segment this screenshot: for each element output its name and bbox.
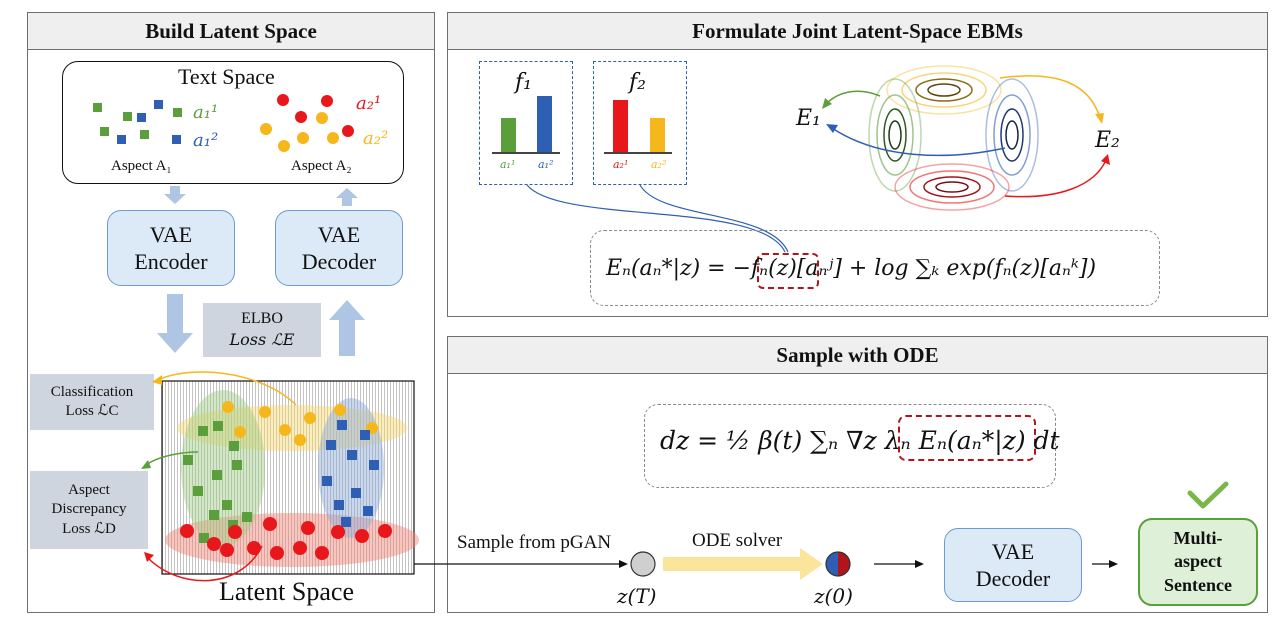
final-vae-decoder-box: VAE Decoder <box>944 528 1082 602</box>
blue-contours <box>985 78 1039 192</box>
sample-from-label: Sample from pGAN <box>457 532 612 553</box>
panel-title: Formulate Joint Latent-Space EBMs <box>448 13 1267 50</box>
zT-label: z(T) <box>617 584 657 608</box>
label-a11: a₁¹ <box>193 102 219 123</box>
vae-encoder-line2: Encoder <box>134 249 208 274</box>
f2-axis <box>604 152 672 154</box>
final-decoder-line1: VAE <box>991 538 1035 564</box>
classification-line2: Loss ℒC <box>65 403 119 419</box>
arrow-up-to-decoder <box>329 300 365 356</box>
en-highlight <box>898 415 1036 461</box>
energy-e1-label: E₁ <box>796 106 821 131</box>
aspect-line2: Discrepancy <box>51 501 127 518</box>
energy-equation: Eₙ(aₙ*|z) = −fₙ(z)[aₙʲ] + log ∑ₖ exp(fₙ(… <box>606 256 1097 281</box>
f1-bar-label-1: a₁¹ <box>500 158 516 171</box>
panel-title: Sample with ODE <box>448 337 1267 374</box>
text-space-title: Text Space <box>178 64 275 89</box>
energy-equation-box <box>590 230 1160 306</box>
classification-line1: Classification <box>50 383 134 400</box>
zT-node <box>630 551 656 577</box>
ode-solver-label: ODE solver <box>692 530 783 551</box>
ode-solver-arrow <box>663 548 823 580</box>
elbo-line1: ELBO <box>241 310 283 328</box>
red-contours <box>894 163 1010 211</box>
ode-equation-box <box>644 404 1056 488</box>
aspect1-blue-points <box>117 100 181 144</box>
aspect-line3: Loss ℒD <box>62 520 116 537</box>
aspect2-label: Aspect A₂ <box>291 158 352 174</box>
formulate-ebm-panel: Formulate Joint Latent-Space EBMs <box>447 12 1268 317</box>
vae-decoder-box: VAE Decoder <box>275 210 403 286</box>
sample-ode-panel: Sample with ODE <box>447 336 1268 613</box>
energy-e2-label: E₂ <box>1095 128 1120 153</box>
text-space-box <box>62 61 404 184</box>
classification-loss-box: Classification Loss ℒC <box>30 374 154 430</box>
arrow-down-to-encoder <box>164 186 186 204</box>
yellow-contours <box>886 65 1002 115</box>
arrow-up-from-decoder <box>336 188 358 206</box>
f2-bar-yellow <box>650 118 665 152</box>
elbo-loss-box: ELBO Loss ℒE <box>203 303 321 357</box>
output-line1: Multi- <box>1173 527 1223 548</box>
z0-label: z(0) <box>814 584 853 608</box>
z0-node <box>825 551 851 577</box>
aspect-red-arrow <box>147 545 263 582</box>
aspect2-red-points <box>277 94 354 137</box>
elbo-line2: Loss ℒE <box>229 330 295 349</box>
output-line2: aspect <box>1173 551 1222 572</box>
aspect1-green-points <box>93 103 182 139</box>
aspect-green-arrow <box>145 451 199 466</box>
f1-label: f₁ <box>515 70 532 95</box>
vae-encoder-box: VAE Encoder <box>107 210 235 286</box>
classification-arrow <box>157 371 297 406</box>
output-line3: Sentence <box>1164 574 1232 595</box>
vae-encoder-line1: VAE <box>149 221 193 247</box>
f2-bar-label-2: a₂² <box>651 158 667 171</box>
label-a21: a₂¹ <box>356 93 382 114</box>
classifier-f1-box <box>479 61 573 185</box>
f1-bar-label-2: a₁² <box>538 158 554 171</box>
aspect-discrepancy-loss-box: Aspect Discrepancy Loss ℒD <box>30 471 148 549</box>
f2-bar-label-1: a₂¹ <box>613 158 629 171</box>
aspect2-yellow-points <box>260 112 339 152</box>
vae-decoder-line1: VAE <box>317 221 361 247</box>
f1-bar-green <box>501 118 516 152</box>
panel-title: Build Latent Space <box>28 13 434 50</box>
fn-highlight <box>757 253 819 289</box>
yellow-cluster <box>177 405 407 451</box>
f1-axis <box>492 152 560 154</box>
aspect-line1: Aspect <box>68 481 110 498</box>
ode-equation: dz = ½ β(t) ∑ₙ ∇z λₙ Eₙ(aₙ*|z) dt <box>660 426 1060 455</box>
f2-label: f₂ <box>629 70 646 95</box>
classifier-f2-box <box>593 61 687 185</box>
vae-decoder-line2: Decoder <box>301 249 377 274</box>
check-icon <box>1187 481 1229 509</box>
arrow-down-to-latent <box>157 294 193 353</box>
green-contours <box>868 78 922 192</box>
f2-bar-red <box>613 100 628 152</box>
final-decoder-line2: Decoder <box>975 566 1051 591</box>
latent-space-label: Latent Space <box>219 577 354 606</box>
aspect1-label: Aspect A₁ <box>111 158 172 174</box>
output-sentence-box: Multi- aspect Sentence <box>1138 518 1258 606</box>
f1-bar-blue <box>537 96 552 152</box>
label-a22: a₂² <box>363 128 389 149</box>
label-a12: a₁² <box>193 130 219 151</box>
